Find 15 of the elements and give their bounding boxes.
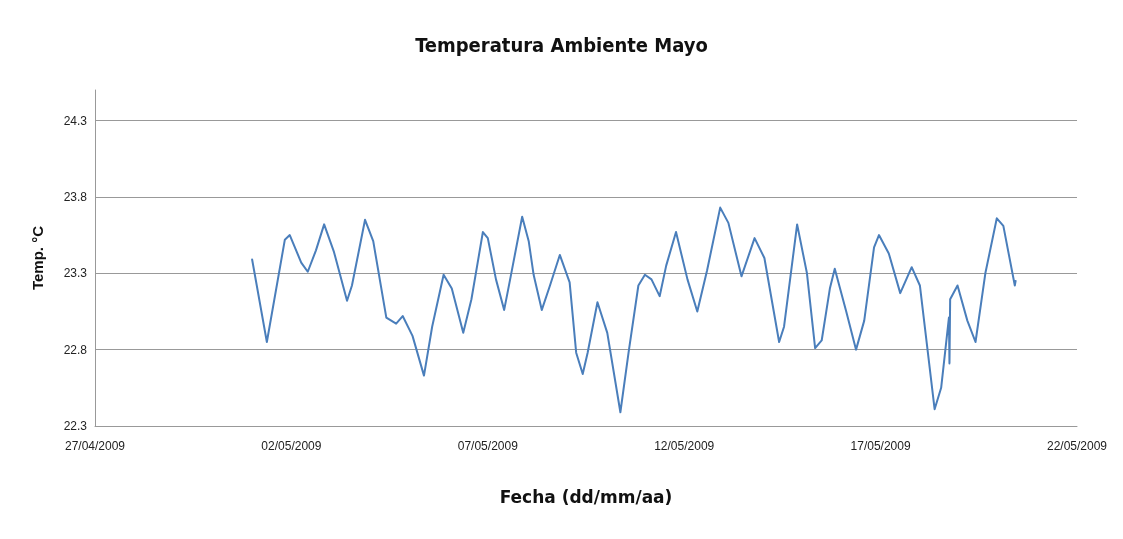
x-tick-label: 12/05/2009 xyxy=(654,439,715,453)
y-tick-label: 23.8 xyxy=(63,189,88,204)
y-tick-label: 24.3 xyxy=(63,113,88,128)
x-tick-label: 27/04/2009 xyxy=(64,439,126,453)
x-tick-label: 17/05/2009 xyxy=(850,439,911,453)
y-tick-label: 22.8 xyxy=(63,342,88,357)
line-series xyxy=(251,206,1017,414)
chart-title: Temperatura Ambiente Mayo xyxy=(415,33,708,57)
y-tick-label: 22.3 xyxy=(63,419,88,433)
x-tick-label: 22/05/2009 xyxy=(1046,439,1108,453)
x-axis-title: Fecha (dd/mm/aa) xyxy=(499,486,673,507)
x-tick-label: 07/05/2009 xyxy=(457,439,519,453)
y-axis-title: Temp. °C xyxy=(29,225,46,291)
x-tick-label: 02/05/2009 xyxy=(261,439,322,453)
y-tick-label: 23.3 xyxy=(63,266,88,281)
